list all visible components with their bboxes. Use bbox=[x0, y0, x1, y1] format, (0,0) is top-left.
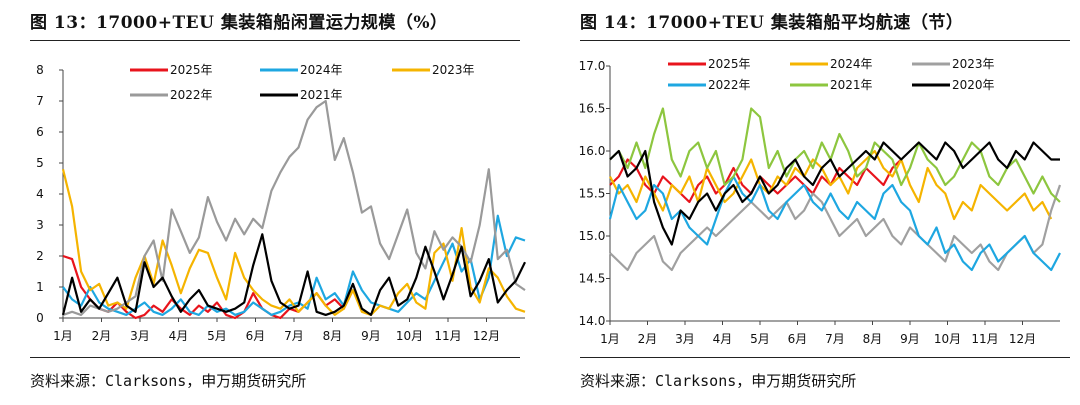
idle-capacity-chart: 0 1 2 3 4 5 6 7 8 1月 2月 3月 4月 5月 6月 7月 8月 9月 10月 11月 12月 2025… bbox=[36, 63, 526, 343]
y-tick-label: 16.5 bbox=[579, 102, 606, 116]
title-rule bbox=[30, 40, 520, 41]
y-tick-label: 15.0 bbox=[579, 229, 606, 243]
series-line bbox=[61, 233, 526, 316]
x-tick-label: 6月 bbox=[246, 329, 266, 343]
y-tick-label: 3 bbox=[36, 218, 44, 232]
legend-label: 2025年 bbox=[708, 57, 751, 71]
x-tick-label: 1月 bbox=[53, 329, 73, 343]
x-tick-label: 12月 bbox=[473, 329, 500, 343]
x-tick-label: 5月 bbox=[750, 332, 770, 346]
x-tick-label: 10月 bbox=[934, 332, 961, 346]
legend-label: 2022年 bbox=[708, 78, 751, 92]
legend-label: 2020年 bbox=[952, 78, 995, 92]
y-tick-label: 7 bbox=[36, 94, 44, 108]
x-tick-label: 10月 bbox=[396, 329, 423, 343]
y-tick-label: 15.5 bbox=[579, 187, 606, 201]
legend-label: 2024年 bbox=[830, 57, 873, 71]
average-speed-chart: 14.0 14.5 15.0 15.5 16.0 16.5 17.0 1月 2月 3月 4月 5月 6月… bbox=[579, 57, 1062, 346]
series-line bbox=[609, 141, 1060, 246]
x-tick-label: 8月 bbox=[863, 332, 883, 346]
legend-label: 2023年 bbox=[432, 63, 475, 77]
legend-label: 2024年 bbox=[300, 63, 343, 77]
y-tick-label: 14.0 bbox=[579, 314, 606, 328]
figure-13-panel: 图 13：17000+TEU 集装箱船闲置运力规模（%） 0 1 2 3 4 5 6 7 8 1月… bbox=[0, 0, 530, 405]
y-tick-label: 5 bbox=[36, 156, 44, 170]
figure-14-panel: 图 14：17000+TEU 集装箱船平均航速（节） 14.0 14.5 15.0 1… bbox=[550, 0, 1080, 405]
x-tick-label: 4月 bbox=[713, 332, 733, 346]
y-tick-label: 6 bbox=[36, 125, 44, 139]
x-tick-label: 9月 bbox=[900, 332, 920, 346]
x-tick-label: 9月 bbox=[361, 329, 381, 343]
legend-label: 2021年 bbox=[830, 78, 873, 92]
legend-label: 2021年 bbox=[300, 88, 343, 102]
x-tick-label: 5月 bbox=[207, 329, 227, 343]
series-line bbox=[609, 184, 1062, 272]
x-tick-label: 4月 bbox=[169, 329, 189, 343]
y-tick-label: 1 bbox=[36, 280, 44, 294]
series-line bbox=[608, 175, 1061, 272]
y-tick-label: 8 bbox=[36, 63, 44, 77]
series-line bbox=[61, 168, 526, 316]
series-line bbox=[609, 149, 1053, 221]
legend-label: 2025年 bbox=[170, 63, 213, 77]
legend-label: 2023年 bbox=[952, 57, 995, 71]
title-rule bbox=[580, 40, 1070, 41]
y-tick-label: 0 bbox=[36, 311, 44, 325]
y-tick-label: 2 bbox=[36, 249, 44, 263]
y-tick-label: 14.5 bbox=[579, 272, 606, 286]
x-tick-label: 11月 bbox=[971, 332, 998, 346]
figure-title: 图 13：17000+TEU 集装箱船闲置运力规模（%） bbox=[30, 13, 448, 33]
x-tick-label: 7月 bbox=[825, 332, 845, 346]
source-rule bbox=[30, 357, 520, 358]
figure-title: 图 14：17000+TEU 集装箱船平均航速（节） bbox=[580, 13, 964, 33]
figure-source: 资料来源：Clarksons，申万期货研究所 bbox=[30, 372, 307, 390]
x-tick-label: 7月 bbox=[284, 329, 304, 343]
x-tick-label: 12月 bbox=[1009, 332, 1036, 346]
x-tick-label: 3月 bbox=[130, 329, 150, 343]
series-line bbox=[62, 99, 526, 316]
figure-source: 资料来源：Clarksons，申万期货研究所 bbox=[580, 372, 857, 390]
y-tick-label: 16.0 bbox=[579, 144, 606, 158]
y-tick-label: 17.0 bbox=[579, 59, 606, 73]
series-line bbox=[609, 107, 1061, 203]
x-tick-label: 1月 bbox=[600, 332, 620, 346]
source-rule bbox=[580, 357, 1070, 358]
x-tick-label: 2月 bbox=[92, 329, 112, 343]
x-tick-label: 3月 bbox=[675, 332, 695, 346]
x-tick-label: 8月 bbox=[323, 329, 343, 343]
x-tick-label: 6月 bbox=[788, 332, 808, 346]
legend-label: 2022年 bbox=[170, 88, 213, 102]
x-tick-label: 11月 bbox=[434, 329, 461, 343]
x-tick-label: 2月 bbox=[638, 332, 658, 346]
y-tick-label: 4 bbox=[36, 187, 44, 201]
